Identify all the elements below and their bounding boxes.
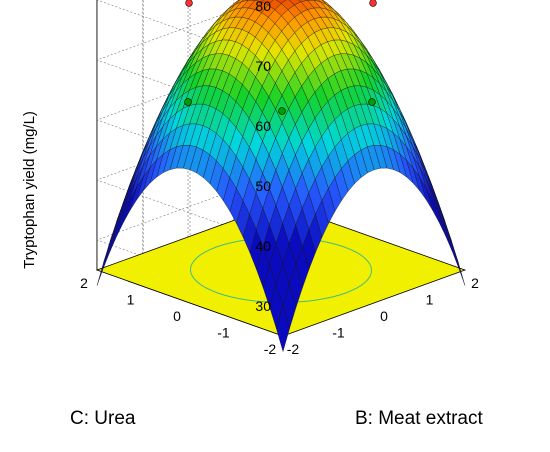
y-axis-label: C: Urea — [70, 408, 136, 429]
x-tick-label: -1 — [332, 325, 345, 341]
surface-cell — [451, 244, 466, 286]
z-tick-label: 60 — [255, 118, 271, 134]
z-gridline — [96, 113, 284, 247]
design-point — [185, 0, 193, 7]
z-tick-label: 40 — [255, 238, 271, 254]
z-tick-label: 70 — [255, 58, 271, 74]
x-tick-label: 2 — [471, 275, 479, 291]
y-tick-label: 1 — [127, 292, 135, 308]
design-point — [368, 98, 376, 106]
z-tick-label: 30 — [255, 298, 271, 314]
design-point — [184, 98, 192, 106]
y-tick-label: 2 — [80, 275, 88, 291]
tick-labels: 30 40 50 60 70 80 -2 -1 0 1 2 -2 -1 0 1 2 — [80, 0, 479, 357]
y-tick-label: 0 — [173, 308, 181, 324]
response-surface — [96, 0, 466, 353]
design-points — [184, 0, 377, 115]
design-point — [369, 0, 377, 7]
z-tick-label: 80 — [255, 0, 271, 14]
surface-cell — [438, 212, 453, 251]
x-tick-label: 0 — [380, 308, 388, 324]
y-tick-label: -2 — [264, 341, 277, 357]
z-axis-label: Tryptophan yield (mg/L) — [21, 111, 38, 269]
y-tick-label: -1 — [217, 325, 230, 341]
design-point — [278, 107, 286, 115]
surface-cell — [445, 227, 459, 268]
x-axis-label: B: Meat extract — [355, 408, 483, 429]
z-tick-label: 50 — [255, 178, 271, 194]
x-tick-label: 1 — [426, 292, 434, 308]
x-tick-label: -2 — [287, 341, 300, 357]
surface-cell — [276, 305, 290, 353]
